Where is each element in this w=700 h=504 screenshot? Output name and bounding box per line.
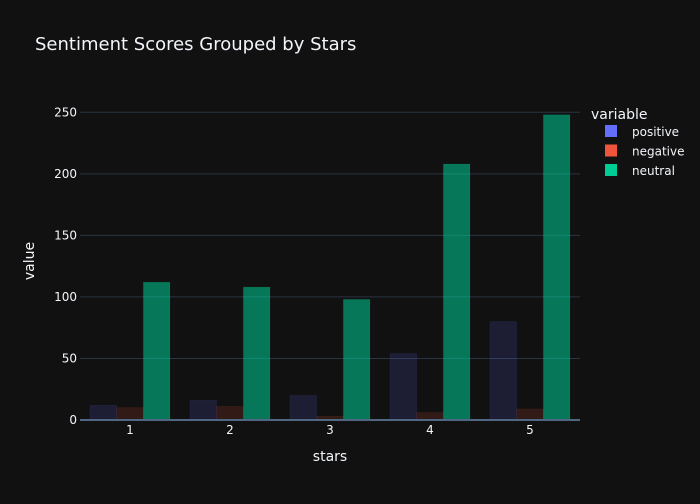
legend-label-negative[interactable]: negative — [632, 145, 684, 159]
bars-layer — [89, 114, 571, 421]
legend-label-positive[interactable]: positive — [632, 125, 679, 139]
x-tick-label: 5 — [526, 423, 534, 437]
y-tick-label: 250 — [54, 105, 77, 119]
x-axis-label: stars — [313, 449, 347, 465]
legend-swatch-positive[interactable] — [605, 125, 617, 137]
x-tick-label: 2 — [226, 423, 234, 437]
legend: positive negative neutral — [605, 125, 684, 178]
bar-positive-4[interactable] — [389, 353, 417, 421]
x-tick-label: 4 — [426, 423, 434, 437]
y-tick-label: 100 — [54, 290, 77, 304]
bar-neutral-5[interactable] — [543, 114, 571, 421]
legend-label-neutral[interactable]: neutral — [632, 164, 675, 178]
bar-positive-2[interactable] — [189, 400, 217, 421]
bar-neutral-2[interactable] — [243, 286, 271, 421]
legend-swatch-neutral[interactable] — [605, 164, 617, 176]
y-tick-label: 0 — [69, 413, 77, 427]
y-tick-label: 150 — [54, 228, 77, 242]
y-axis-label: value — [22, 242, 38, 280]
legend-swatch-negative[interactable] — [605, 144, 617, 157]
y-tick-label: 200 — [54, 167, 77, 181]
bar-negative-2[interactable] — [216, 406, 244, 421]
bar-negative-5[interactable] — [516, 408, 544, 421]
bar-negative-1[interactable] — [116, 407, 144, 421]
x-tick-label: 3 — [326, 423, 334, 437]
x-tick-label: 1 — [126, 423, 134, 437]
bar-neutral-4[interactable] — [443, 163, 471, 421]
y-tick-label: 50 — [62, 351, 77, 365]
bar-positive-5[interactable] — [489, 321, 517, 421]
bar-negative-4[interactable] — [416, 412, 444, 421]
bar-neutral-1[interactable] — [143, 281, 171, 421]
legend-title: variable — [591, 107, 647, 123]
bar-neutral-3[interactable] — [343, 299, 371, 421]
chart-title: Sentiment Scores Grouped by Stars — [35, 34, 356, 55]
bar-positive-1[interactable] — [89, 404, 117, 421]
axis-layer: 0 50 100 150 200 250 1 2 3 4 5 — [54, 105, 580, 437]
bar-positive-3[interactable] — [289, 395, 317, 421]
